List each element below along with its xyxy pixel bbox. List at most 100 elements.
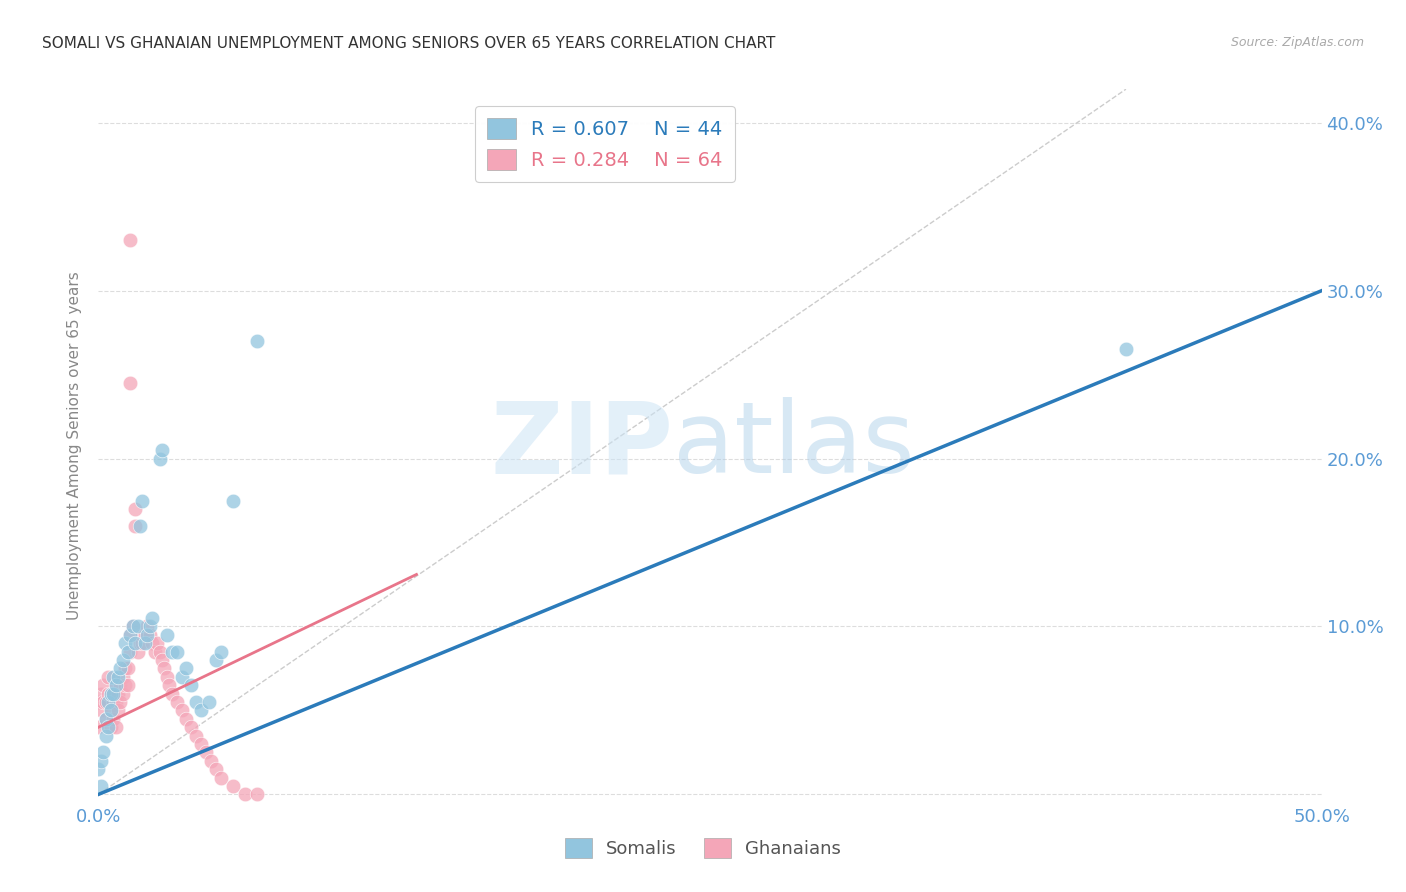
Point [141, 611, 163, 625]
Point [121, 619, 143, 633]
Point [170, 670, 193, 684]
Point [101, 670, 124, 684]
Legend: Somalis, Ghanaians: Somalis, Ghanaians [557, 830, 849, 865]
Point [205, 762, 228, 776]
Point [97, 670, 120, 684]
Point [150, 443, 173, 458]
Point [156, 670, 179, 684]
Point [90, 754, 112, 768]
Point [146, 636, 169, 650]
Point [100, 720, 122, 734]
Point [104, 678, 127, 692]
Point [124, 502, 146, 516]
Point [111, 687, 134, 701]
Point [124, 636, 146, 650]
Point [87, 762, 110, 776]
Point [176, 712, 198, 726]
Text: SOMALI VS GHANAIAN UNEMPLOYMENT AMONG SENIORS OVER 65 YEARS CORRELATION CHART: SOMALI VS GHANAIAN UNEMPLOYMENT AMONG SE… [42, 36, 776, 51]
Point [90, 687, 112, 701]
Point [110, 695, 132, 709]
Point [166, 645, 188, 659]
Point [139, 628, 162, 642]
Point [117, 661, 139, 675]
Point [205, 653, 228, 667]
Point [131, 493, 153, 508]
Point [197, 695, 219, 709]
Point [100, 703, 122, 717]
Point [131, 628, 153, 642]
Point [120, 628, 142, 642]
Point [190, 737, 212, 751]
Point [111, 670, 134, 684]
Point [186, 695, 208, 709]
Point [136, 628, 159, 642]
Point [101, 695, 124, 709]
Point [94, 712, 117, 726]
Point [91, 678, 114, 692]
Point [94, 729, 117, 743]
Point [156, 628, 179, 642]
Point [246, 788, 269, 802]
Point [97, 720, 120, 734]
Point [209, 645, 232, 659]
Point [91, 695, 114, 709]
Point [134, 636, 156, 650]
Point [91, 746, 114, 760]
Point [97, 687, 120, 701]
Point [107, 703, 129, 717]
Point [110, 678, 132, 692]
Point [139, 619, 162, 633]
Point [100, 687, 122, 701]
Point [131, 636, 153, 650]
Text: ZIP: ZIP [491, 398, 673, 494]
Point [141, 636, 163, 650]
Point [124, 518, 146, 533]
Point [121, 619, 143, 633]
Y-axis label: Unemployment Among Seniors over 65 years: Unemployment Among Seniors over 65 years [67, 272, 83, 620]
Point [97, 695, 120, 709]
Point [120, 645, 142, 659]
Point [1115, 343, 1137, 357]
Point [94, 712, 117, 726]
Point [176, 661, 198, 675]
Point [104, 695, 127, 709]
Point [136, 619, 159, 633]
Point [117, 645, 139, 659]
Point [222, 493, 245, 508]
Point [157, 678, 180, 692]
Point [100, 687, 122, 701]
Point [111, 653, 134, 667]
Point [233, 788, 256, 802]
Point [153, 661, 176, 675]
Point [114, 636, 136, 650]
Point [107, 687, 129, 701]
Legend: R = 0.607    N = 44, R = 0.284    N = 64: R = 0.607 N = 44, R = 0.284 N = 64 [475, 106, 734, 181]
Point [87, 720, 110, 734]
Point [160, 645, 183, 659]
Point [127, 619, 149, 633]
Point [186, 729, 208, 743]
Point [222, 779, 245, 793]
Point [129, 518, 152, 533]
Point [104, 720, 127, 734]
Point [120, 628, 142, 642]
Text: Source: ZipAtlas.com: Source: ZipAtlas.com [1230, 36, 1364, 49]
Point [117, 678, 139, 692]
Point [107, 670, 129, 684]
Point [166, 695, 188, 709]
Point [200, 754, 222, 768]
Point [129, 636, 152, 650]
Point [180, 720, 202, 734]
Point [114, 678, 136, 692]
Point [246, 334, 269, 348]
Point [209, 771, 232, 785]
Point [190, 703, 212, 717]
Point [150, 653, 173, 667]
Point [170, 703, 193, 717]
Point [94, 695, 117, 709]
Point [127, 645, 149, 659]
Point [160, 687, 183, 701]
Point [114, 661, 136, 675]
Point [180, 678, 202, 692]
Point [134, 628, 156, 642]
